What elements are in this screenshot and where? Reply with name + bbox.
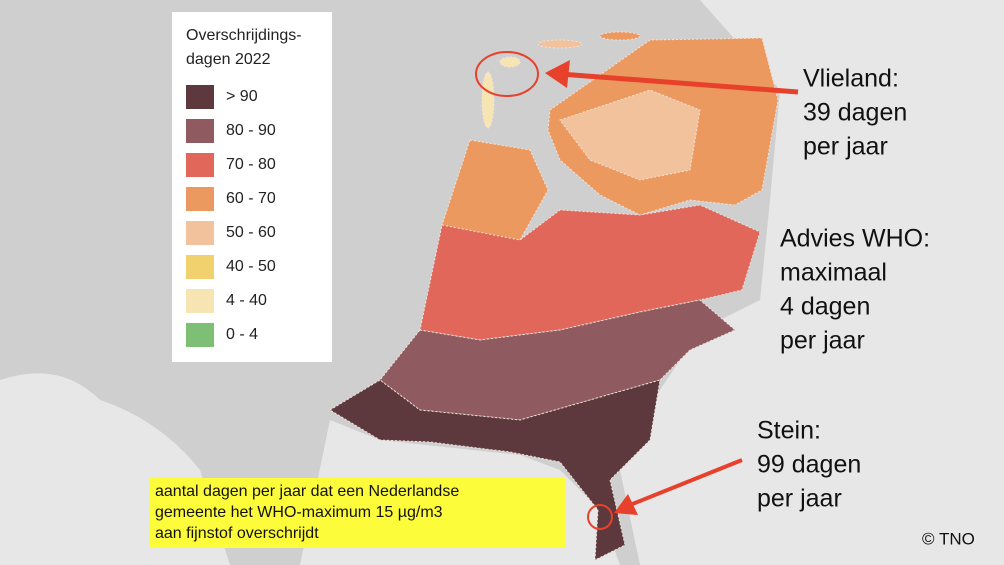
caption-line: aantal dagen per jaar dat een Nederlands… bbox=[155, 483, 459, 500]
legend: Overschrijdings-dagen 2022 > 90 80 - 90 70 … bbox=[186, 27, 302, 347]
caption-line: gemeente het WHO-maximum 15 µg/m3 bbox=[155, 504, 443, 521]
island bbox=[537, 39, 583, 49]
arrow-head bbox=[614, 494, 638, 515]
region bbox=[559, 89, 701, 181]
region bbox=[329, 379, 661, 561]
annotation-line: 99 dagen bbox=[757, 451, 861, 479]
legend-swatch bbox=[186, 255, 214, 279]
legend-label: 60 - 70 bbox=[226, 190, 276, 207]
land-germany bbox=[620, 0, 1004, 565]
annotations: Vlieland: 39 dagen per jaar Advies WHO: maxi… bbox=[757, 65, 930, 513]
legend-label: 0 - 4 bbox=[226, 326, 258, 343]
arrow bbox=[559, 71, 799, 95]
legend-label: 4 - 40 bbox=[226, 292, 267, 309]
legend-swatch bbox=[186, 323, 214, 347]
annotation-line: per jaar bbox=[780, 327, 865, 355]
legend-label: 80 - 90 bbox=[226, 122, 276, 139]
island bbox=[499, 56, 521, 68]
caption: aantal dagen per jaar dat een Nederlands… bbox=[155, 483, 459, 542]
legend-label: 40 - 50 bbox=[226, 258, 276, 275]
island bbox=[481, 71, 495, 129]
arrow bbox=[629, 458, 743, 507]
caption-box bbox=[150, 478, 565, 548]
legend-label: > 90 bbox=[226, 88, 258, 105]
legend-label: 50 - 60 bbox=[226, 224, 276, 241]
legend-swatch bbox=[186, 85, 214, 109]
credit: © TNO bbox=[922, 529, 975, 548]
highlight-circle bbox=[587, 504, 613, 530]
legend-swatch bbox=[186, 289, 214, 313]
annotation-line: Advies WHO: bbox=[780, 225, 930, 253]
annotation-line: 39 dagen bbox=[803, 99, 907, 127]
annotation-line: per jaar bbox=[803, 133, 888, 161]
legend-swatch bbox=[186, 119, 214, 143]
caption-line: aan fijnstof overschrijdt bbox=[155, 525, 319, 542]
highlight-circle bbox=[475, 51, 539, 97]
legend-label: 70 - 80 bbox=[226, 156, 276, 173]
region bbox=[419, 204, 761, 341]
legend-swatch bbox=[186, 153, 214, 177]
arrow-head bbox=[545, 60, 570, 88]
annotation-line: 4 dagen bbox=[780, 293, 870, 321]
legend-title: dagen 2022 bbox=[186, 51, 271, 68]
region bbox=[379, 299, 736, 421]
legend-title: Overschrijdings- bbox=[186, 27, 302, 44]
annotation-line: Vlieland: bbox=[803, 65, 899, 93]
annotation-line: maximaal bbox=[780, 259, 887, 287]
legend-swatch bbox=[186, 187, 214, 211]
annotation-line: per jaar bbox=[757, 485, 842, 513]
legend-swatch bbox=[186, 221, 214, 245]
island bbox=[599, 31, 641, 41]
annotation-line: Stein: bbox=[757, 417, 821, 445]
netherlands bbox=[329, 31, 779, 561]
